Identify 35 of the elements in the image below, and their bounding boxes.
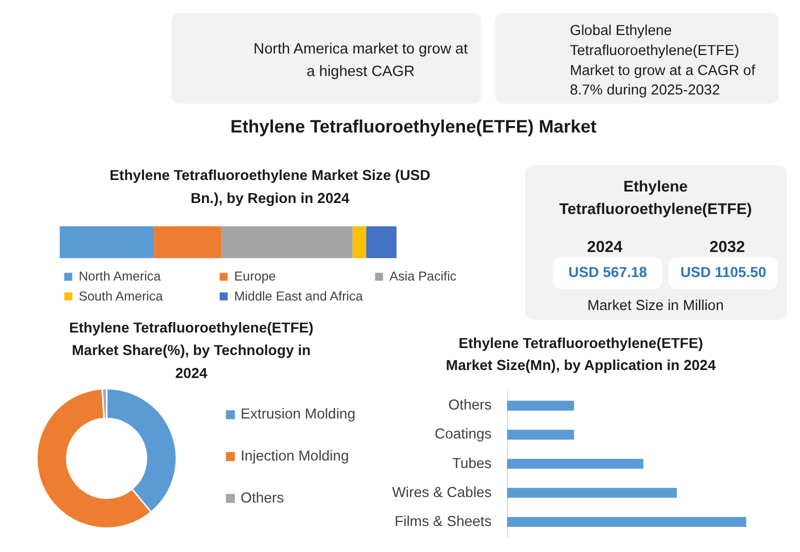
legend-label: Extrusion Molding	[240, 406, 356, 423]
legend-label: Europe	[234, 268, 276, 284]
text: USD 1105.50	[680, 265, 766, 281]
text: Global Ethylene Tetrafluoroethylene(ETFE) Market to grow at a CAGR of 8.7% during 2025-2032	[570, 22, 756, 99]
bar	[221, 226, 353, 258]
legend-label: North America	[78, 268, 162, 284]
chart-title: Ethylene Tetrafluoroethylene(ETFE) Market Share(%), by Technology in 2024	[69, 320, 314, 382]
text: USD 567.18	[568, 265, 648, 281]
y-tick-label: Others	[448, 398, 492, 414]
legend-label: South America	[78, 288, 164, 304]
bar	[154, 226, 222, 258]
text: Market Size in Million	[587, 298, 724, 314]
y-tick-label: Coatings	[434, 426, 492, 443]
text: 2024	[587, 239, 623, 256]
legend-label: Others	[240, 490, 284, 506]
bar	[352, 226, 366, 258]
bar	[60, 226, 154, 258]
y-tick-label: Wires & Cables	[392, 484, 492, 501]
legend-label: Injection Molding	[240, 448, 349, 465]
legend-label: Middle East and Africa	[234, 288, 364, 304]
bar	[507, 488, 677, 498]
chart-title: Ethylene Tetrafluoroethylene(ETFE) Market Size(Mn), by Application in 2024	[446, 336, 716, 374]
bar	[507, 430, 574, 440]
text: Ethylene Tetrafluoroethylene(ETFE)	[559, 178, 752, 218]
y-tick-label: Films & Sheets	[394, 514, 492, 530]
text: Ethylene Tetrafluoroethylene(ETFE) Market	[230, 116, 597, 137]
bar	[507, 516, 746, 527]
bar	[366, 226, 397, 258]
bar	[507, 400, 574, 411]
bar	[507, 458, 644, 469]
y-tick-label: Tubes	[452, 456, 492, 472]
text: 2032	[710, 239, 746, 256]
chart-title: Ethylene Tetrafluoroethylene Market Size (USD Bn.), by Region in 2024	[110, 168, 430, 207]
text: North America market to grow at a highest CAGR	[254, 40, 469, 80]
legend-label: Asia Pacific	[390, 268, 457, 284]
